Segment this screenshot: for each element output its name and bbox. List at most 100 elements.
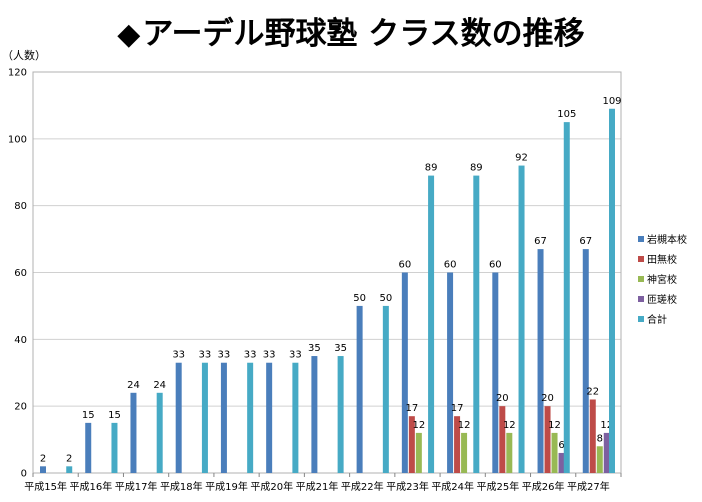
x-tick-label: 平成15年 [24, 480, 67, 493]
bar-2-10 [506, 432, 513, 473]
data-label: 12 [503, 420, 516, 431]
bar-4-4 [247, 362, 254, 473]
y-tick-label: 120 [8, 68, 27, 79]
bar-1-12 [589, 399, 596, 473]
data-label: 12 [412, 420, 425, 431]
bar-4-0 [66, 466, 73, 473]
x-tick-label: 平成21年 [296, 480, 339, 493]
bar-0-0 [40, 466, 46, 473]
data-label: 92 [515, 153, 528, 164]
data-label: 33 [244, 350, 257, 361]
data-label: 6 [558, 440, 564, 451]
y-tick-label: 40 [14, 335, 27, 346]
x-tick-label: 平成26年 [522, 480, 565, 493]
x-tick-label: 平成23年 [386, 480, 429, 493]
data-label: 24 [153, 380, 166, 391]
data-label: 2 [40, 453, 46, 464]
plot-area [32, 71, 622, 474]
data-label: 17 [405, 403, 418, 414]
bar-1-10 [499, 406, 506, 473]
data-label: 33 [199, 350, 212, 361]
bar-4-1 [111, 422, 118, 473]
bar-4-10 [518, 165, 525, 474]
bar-2-8 [415, 432, 422, 473]
legend-label: 匝瑳校 [647, 293, 677, 306]
bar-2-11 [551, 432, 558, 473]
data-label: 109 [602, 96, 621, 107]
bar-3-11 [558, 452, 565, 473]
data-label: 15 [108, 410, 121, 421]
bar-0-1 [85, 422, 92, 473]
bar-1-8 [408, 416, 415, 473]
y-axis-label: （人数） [2, 49, 46, 62]
bar-0-6 [311, 356, 318, 473]
data-label: 15 [82, 410, 95, 421]
data-label: 35 [308, 343, 321, 354]
bar-3-12 [603, 432, 610, 473]
x-tick-label: 平成17年 [115, 480, 158, 493]
data-label: 17 [451, 403, 464, 414]
x-tick-label: 平成20年 [250, 480, 293, 493]
data-label: 33 [289, 350, 302, 361]
data-label: 22 [586, 386, 599, 397]
bar-2-9 [461, 432, 468, 473]
data-label: 20 [541, 393, 554, 404]
bar-0-7 [356, 305, 363, 473]
x-tick-label: 平成24年 [431, 480, 474, 493]
bar-4-7 [382, 305, 389, 473]
legend-swatch [638, 256, 644, 262]
x-tick-label: 平成27年 [567, 480, 610, 493]
bar-4-11 [563, 122, 570, 473]
bar-2-12 [596, 446, 603, 473]
bar-4-5 [292, 362, 299, 473]
data-label: 33 [263, 350, 276, 361]
bar-1-9 [454, 416, 461, 473]
data-label: 20 [496, 393, 509, 404]
chart-title: ◆アーデル野球塾 クラス数の推移 [0, 8, 702, 53]
x-tick-label: 平成22年 [341, 480, 384, 493]
x-tick-label: 平成19年 [205, 480, 248, 493]
bar-4-3 [201, 362, 208, 473]
data-label: 89 [470, 163, 483, 174]
bar-4-9 [473, 175, 480, 473]
data-label: 60 [398, 260, 411, 271]
data-label: 8 [597, 433, 603, 444]
legend-label: 合計 [647, 313, 667, 326]
legend-label: 神宮校 [647, 273, 677, 286]
data-label: 33 [218, 350, 231, 361]
data-label: 12 [548, 420, 561, 431]
data-label: 105 [557, 109, 576, 120]
data-label: 35 [334, 343, 347, 354]
y-tick-label: 60 [14, 268, 27, 279]
bar-0-2 [130, 392, 137, 473]
bar-4-2 [156, 392, 163, 473]
data-label: 50 [353, 293, 366, 304]
y-tick-label: 80 [14, 201, 27, 212]
bar-0-8 [401, 272, 408, 473]
chart-title-text: アーデル野球塾 クラス数の推移 [142, 16, 585, 52]
data-label: 89 [425, 163, 438, 174]
x-tick-label: 平成16年 [69, 480, 112, 493]
data-label: 60 [489, 260, 502, 271]
y-tick-label: 100 [8, 134, 27, 145]
legend-swatch [638, 276, 644, 282]
diamond-icon: ◆ [117, 17, 141, 52]
data-label: 50 [379, 293, 392, 304]
data-label: 67 [534, 236, 547, 247]
bar-4-12 [609, 108, 615, 473]
legend-label: 田無校 [647, 253, 677, 266]
y-tick-label: 20 [14, 402, 27, 413]
data-label: 12 [458, 420, 471, 431]
x-tick-label: 平成18年 [160, 480, 203, 493]
bar-0-10 [492, 272, 499, 473]
legend-swatch [638, 316, 644, 322]
legend-swatch [638, 236, 644, 242]
data-label: 24 [127, 380, 140, 391]
data-label: 67 [579, 236, 592, 247]
data-label: 12 [600, 420, 613, 431]
bar-0-5 [266, 362, 273, 473]
data-label: 60 [444, 260, 457, 271]
bar-4-8 [428, 175, 435, 473]
bar-0-4 [220, 362, 227, 473]
